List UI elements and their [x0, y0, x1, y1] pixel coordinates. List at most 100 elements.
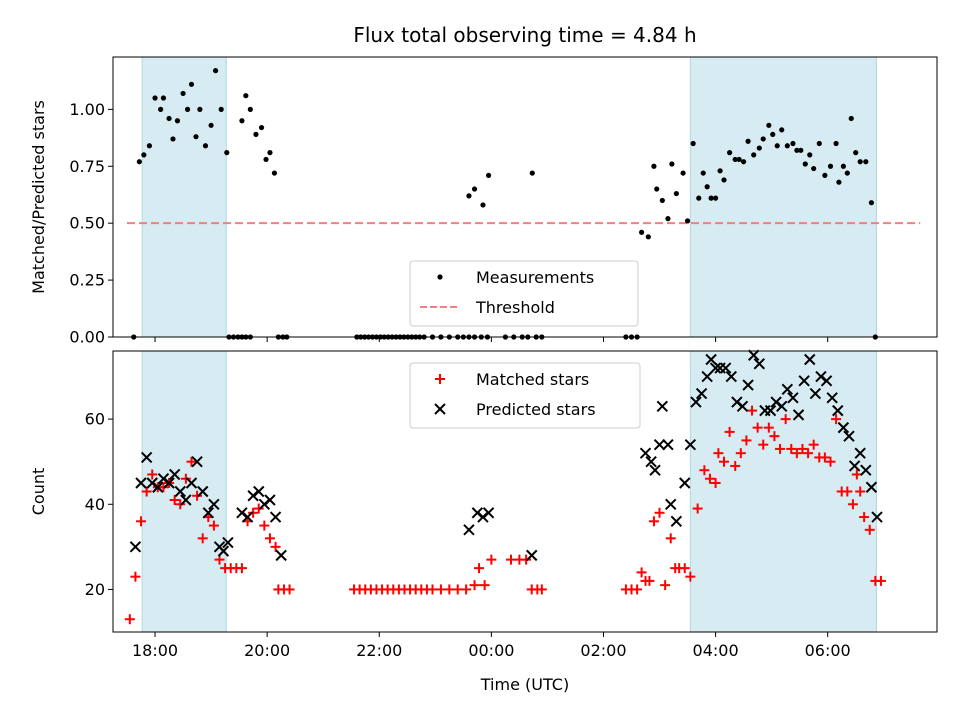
measurement-point	[174, 118, 181, 124]
matched-stars-point	[141, 486, 152, 497]
measurement-point	[721, 177, 727, 183]
measurement-point	[745, 138, 751, 144]
matched-stars-point	[444, 584, 455, 595]
matched-stars-point	[461, 584, 472, 595]
predicted-stars-point	[843, 430, 855, 442]
matched-stars-point	[847, 499, 858, 510]
y-tick-label: 1.00	[69, 100, 105, 119]
measurement-point	[751, 152, 757, 158]
x-tick-label: 02:00	[580, 641, 626, 660]
predicted-stars-point	[854, 447, 866, 459]
matched-stars-point	[644, 575, 655, 586]
matched-stars-point	[855, 486, 866, 497]
predicted-stars-point	[208, 498, 220, 510]
predicted-stars-point	[662, 438, 674, 451]
predicted-stars-point	[269, 511, 282, 523]
predicted-stars-point	[792, 409, 805, 421]
predicted-stars-point	[848, 460, 861, 472]
measurement-point	[184, 106, 191, 112]
x-tick-label: 00:00	[468, 641, 514, 660]
matched-stars-point	[710, 477, 721, 488]
predicted-stars-point	[222, 536, 234, 549]
matched-stars-point	[452, 584, 463, 595]
matched-stars-point	[632, 584, 643, 595]
measurement-point	[224, 150, 230, 156]
measurement-point	[708, 195, 714, 201]
measurement-point	[807, 152, 813, 158]
predicted-stars-point	[639, 447, 652, 459]
measurement-point	[868, 200, 875, 206]
matched-stars-point	[741, 435, 752, 446]
measurement-point	[712, 195, 719, 201]
predicted-stars-point	[463, 524, 475, 536]
predicted-stars-point	[826, 392, 838, 404]
matched-stars-point	[803, 448, 814, 459]
predicted-stars-point	[649, 464, 661, 476]
legend-label-threshold: Threshold	[475, 298, 555, 317]
predicted-stars-point	[275, 549, 287, 562]
matched-stars-point	[264, 533, 275, 544]
matched-stars-point	[648, 516, 659, 527]
matched-stars-point	[259, 520, 270, 531]
predicted-stars-point	[653, 438, 666, 451]
predicted-stars-point	[742, 379, 754, 391]
measurement-point	[779, 127, 785, 133]
legend-label-predicted: Predicted stars	[476, 400, 596, 419]
measurement-point	[760, 136, 766, 142]
predicted-stars-point	[787, 392, 799, 404]
matched-stars-point	[136, 516, 147, 527]
measurement-point	[732, 156, 738, 163]
matched-stars-point	[479, 580, 490, 591]
measurement-point	[160, 95, 167, 101]
matched-stars-point	[758, 439, 769, 450]
measurement-point	[480, 202, 486, 208]
matched-stars-point	[236, 563, 247, 574]
predicted-stars-point	[809, 387, 822, 400]
predicted-stars-point	[865, 481, 878, 493]
measurement-point	[146, 143, 153, 149]
measurement-point	[202, 143, 209, 149]
shaded-region	[141, 56, 227, 338]
predicted-stars-point	[217, 545, 230, 557]
measurement-point	[857, 159, 863, 165]
matched-stars-point	[763, 422, 774, 433]
measurement-point	[696, 195, 702, 201]
measurement-point	[790, 140, 796, 147]
matched-stars-point	[660, 580, 671, 591]
predicted-stars-point	[820, 375, 833, 387]
y-tick-label: 60	[85, 410, 105, 429]
measurement-point	[651, 163, 657, 169]
measurement-point	[848, 115, 854, 122]
predicted-stars-point	[753, 358, 766, 370]
predicted-stars-point	[837, 421, 850, 434]
predicted-stars-point	[174, 485, 186, 498]
predicted-stars-point	[860, 464, 872, 476]
predicted-stars-point	[241, 511, 254, 523]
predicted-stars-point	[670, 515, 683, 528]
shaded-region	[689, 56, 877, 338]
measurement-point	[840, 163, 846, 169]
predicted-stars-point	[832, 404, 844, 417]
measurement-point	[811, 165, 817, 172]
matched-stars-point	[505, 554, 516, 565]
x-tick-label: 22:00	[356, 641, 402, 660]
measurement-point	[466, 193, 472, 199]
measurement-point	[736, 156, 742, 163]
ratio-y-axis-label: Matched/Predicted stars	[29, 100, 48, 294]
count-y-axis-label: Count	[29, 468, 48, 516]
predicted-stars-point	[781, 383, 794, 396]
measurement-point	[844, 170, 850, 176]
measurement-point	[193, 134, 199, 140]
measurement-point	[253, 131, 259, 137]
matched-stars-point	[124, 614, 135, 625]
chart-title: Flux total observing time = 4.84 h	[353, 23, 696, 47]
measurement-point	[243, 93, 249, 99]
y-tick-label: 0.75	[69, 157, 105, 176]
matched-stars-point	[718, 456, 729, 467]
predicted-stars-point	[690, 396, 702, 408]
measurement-point	[239, 118, 245, 124]
matched-stars-point	[486, 554, 497, 565]
matched-stars-point	[474, 563, 485, 574]
matched-stars-point	[679, 563, 690, 574]
